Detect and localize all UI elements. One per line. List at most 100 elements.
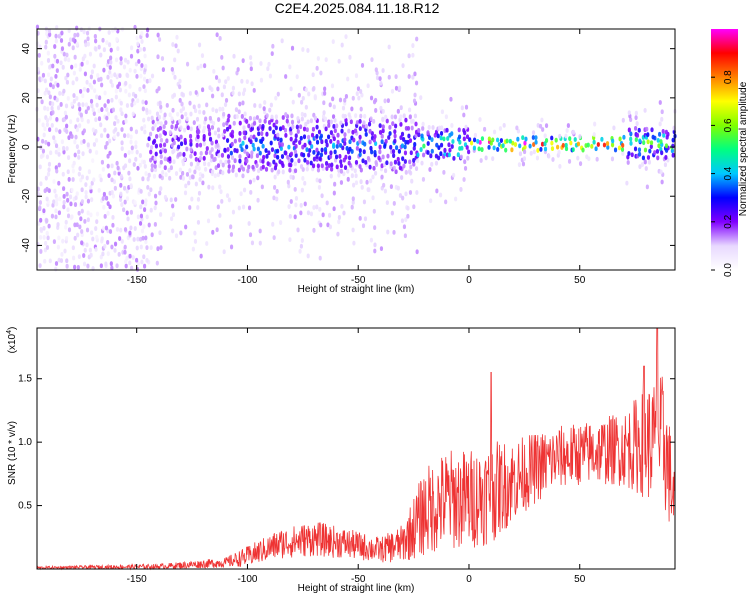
spectrogram-cell [111,193,116,199]
spectrogram-cell [158,230,162,236]
spectrogram-cell [449,96,453,102]
spectrogram-cell [240,78,244,84]
spectrogram-cell [321,212,325,218]
spectrogram-cells [35,24,677,272]
spectrogram-cell [384,138,388,144]
spectrogram-cell [156,246,160,252]
spectrogram-cell [281,169,285,175]
spectrogram-cell [78,166,82,172]
spectrogram-cell [60,30,64,36]
spectrogram-cell [613,147,618,153]
spectrogram-cell [143,163,147,169]
svg-text:(x104): (x104) [6,327,18,354]
spectrogram-cell [193,239,198,244]
chart-title: C2E4.2025.084.11.18.R12 [275,0,440,16]
spectrogram-cell [99,177,103,183]
spectrogram-cell [156,54,160,60]
spectrogram-cell [417,128,421,133]
spectrogram-cell [264,148,268,153]
spectrogram-cell [419,95,423,101]
spectrogram-cell [201,173,205,179]
spectrogram-cell [98,95,102,101]
spectrogram-cell [354,180,359,186]
spectrogram-cell [409,150,413,156]
spectrogram-cell [113,170,117,176]
spectrogram-cell [296,129,300,134]
spectrogram-cell [170,66,174,72]
spectrogram-cell [621,142,625,148]
spectrogram-cell [300,151,304,157]
spectrogram-cell [59,38,64,43]
spectrogram-cell [159,121,163,127]
spectrogram-cell [133,68,137,74]
spectrogram-cell [367,121,372,127]
spectrogram-cell [333,117,337,123]
spectrogram-cell [90,230,94,236]
spectrogram-cell [64,219,68,225]
spectrogram-cell [43,258,47,264]
spectrogram-cell [38,164,42,170]
spectrogram-cell [311,126,316,132]
spectrogram-cell [335,143,339,149]
spectrogram-cell [415,249,419,255]
spectrogram-cell [48,94,52,100]
spectrogram-cell [206,218,211,224]
spectrogram-cell [647,159,652,165]
spectrogram-cell [70,64,74,70]
spectrogram-cell [106,133,110,139]
spectrogram-cell [178,97,182,103]
spectrogram-cell [79,27,84,33]
spectrogram-cell [103,90,107,96]
spectrogram-x-label: Height of straight line (km) [298,284,415,295]
spectrogram-cell [122,207,126,213]
spectrogram-cell [328,102,332,108]
spectrogram-cell [296,227,300,233]
spectrogram-cell [426,150,430,155]
spectrogram-cell [150,73,155,79]
spectrogram-cell [289,130,293,136]
spectrogram-cell [178,167,182,173]
spectrogram-cell [637,151,642,157]
spectrogram-cell [55,197,59,203]
spectrogram-cell [46,235,50,241]
spectrogram-cell [358,119,362,124]
spectrogram-cell [429,153,433,159]
spectrogram-cell [58,129,62,135]
spectrogram-cell [378,144,382,150]
spectrogram-cell [108,150,112,156]
spectrogram-cell [657,143,661,149]
spectrogram-cell [325,166,329,171]
spectrogram-cell [222,249,226,255]
spectrogram-cell [529,150,533,156]
spectrogram-cell [258,118,262,124]
spectrogram-cell [261,159,265,164]
spectrogram-cell [293,149,298,155]
spectrogram-cell [128,84,132,89]
spectrogram-cell [660,116,664,122]
spectrogram-cell [437,155,441,161]
spectrogram-cell [596,142,600,147]
spectrogram-cell [127,170,131,176]
spectrogram-cell [131,111,135,117]
spectrogram-cell [308,140,312,146]
spectrogram-cell [592,132,596,137]
spectrogram-cell [263,118,267,124]
spectrogram-cell [38,200,43,205]
spectrogram-cell [501,143,505,149]
spectrogram-cell [211,229,215,235]
spectrogram-cell [185,61,190,67]
spectrogram-cell [78,66,82,72]
spectrogram-cell [401,156,405,162]
spectrogram-cell [223,102,228,108]
spectrogram-cell [450,123,454,128]
spectrogram-cell [544,138,549,143]
spectrogram-cell [430,161,434,167]
spectrogram-cell [95,102,99,108]
spectrogram-cell [252,134,256,140]
spectrogram-cell [311,163,316,169]
spectrogram-cell [189,126,193,132]
spectrogram-cell [208,85,212,91]
spectrogram-cell [238,137,242,143]
spectrogram-cell [212,68,216,74]
spectrogram-cell [315,124,319,130]
